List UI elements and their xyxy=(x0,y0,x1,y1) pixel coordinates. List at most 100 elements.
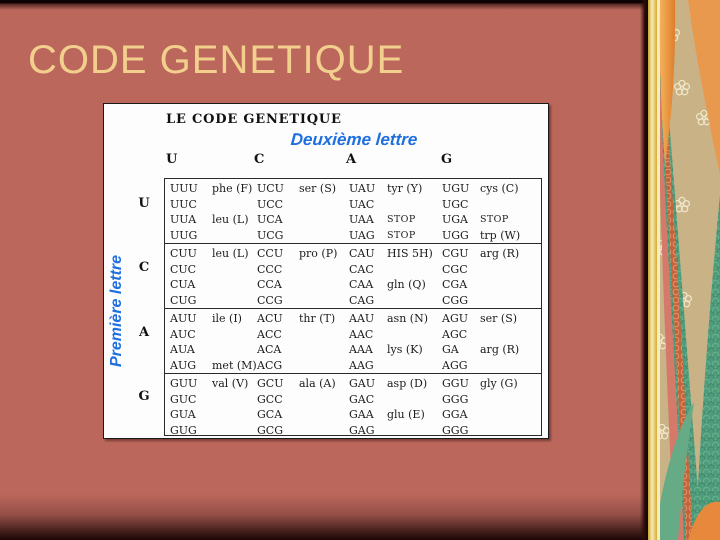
codon: ACA xyxy=(257,343,282,356)
codon-line: UUU phe (F) UCU ser (S) UAU tyr (Y) UGU cys (C) xyxy=(165,181,541,197)
codon: UCC xyxy=(257,197,284,211)
amino-acid-label xyxy=(387,293,442,309)
codon-line: CUG CCG CAG CGG xyxy=(165,293,541,309)
codon: CCA xyxy=(257,278,282,291)
amino-acid-label xyxy=(212,423,257,439)
slide-title: CODE GENETIQUE xyxy=(28,38,405,82)
codon: GGG xyxy=(442,392,469,406)
codon: CGA xyxy=(442,278,468,291)
codon: CUA xyxy=(170,278,196,291)
codon: AAA xyxy=(349,343,373,356)
codon-row-group: UUU phe (F) UCU ser (S) UAU tyr (Y) UGU cys (C)… xyxy=(165,179,541,243)
codon: AAG xyxy=(349,358,374,372)
codon: UAC xyxy=(349,197,375,211)
codon: GUA xyxy=(170,408,196,421)
codon: CCG xyxy=(257,293,283,307)
amino-acid-label xyxy=(212,407,257,423)
codon-line: GUC GCC GAC GGG xyxy=(165,392,541,408)
codon: CGU xyxy=(442,247,469,260)
first-letter-row-label: U xyxy=(138,196,150,211)
codon: AUG xyxy=(170,358,197,372)
amino-acid-label xyxy=(480,327,541,343)
codon-line: UUC UCC UAC UGC xyxy=(165,197,541,213)
amino-acid-label xyxy=(299,293,349,309)
amino-acid-label xyxy=(299,228,349,244)
codon-table-body: UUU phe (F) UCU ser (S) UAU tyr (Y) UGU cys (C)… xyxy=(164,178,542,438)
amino-acid-label xyxy=(212,228,257,244)
codon-line: AUU ile (I) ACU thr (T) AAU asn (N) AGU ser (S) xyxy=(165,311,541,327)
codon: UUC xyxy=(170,197,197,211)
codon: ACG xyxy=(257,358,283,372)
first-letter-label: Première lettre xyxy=(108,254,125,368)
codon: UGG xyxy=(442,228,469,242)
codon-line: CUA CCA CAA gln (Q) CGA xyxy=(165,277,541,293)
first-letter-row-label: G xyxy=(138,389,150,404)
codon: GAC xyxy=(349,392,375,406)
table-heading: LE CODE GENETIQUE xyxy=(166,112,342,127)
amino-acid-label: pro (P) xyxy=(299,247,338,260)
amino-acid-label xyxy=(212,277,257,293)
codon: AGC xyxy=(442,327,468,341)
codon: CCU xyxy=(257,247,284,260)
codon: AUU xyxy=(170,312,197,325)
codon: UUA xyxy=(170,213,197,226)
codon-line: CUU leu (L) CCU pro (P) CAU HIS 5H) CGU arg (R) xyxy=(165,246,541,262)
amino-acid-label: phe (F) xyxy=(212,182,253,195)
amino-acid-label: ile (I) xyxy=(212,312,242,325)
amino-acid-label xyxy=(480,262,541,278)
codon: AGG xyxy=(442,358,468,372)
amino-acid-label: arg (R) xyxy=(480,247,520,260)
genetic-code-table-panel: LE CODE GENETIQUE Deuxième lettre Premiè… xyxy=(103,103,549,439)
codon-line: GUG GCG GAG GGG xyxy=(165,423,541,439)
amino-acid-label xyxy=(299,358,349,374)
amino-acid-label xyxy=(480,293,541,309)
codon: AGU xyxy=(442,312,469,325)
second-letter-column-header: C xyxy=(254,152,265,167)
codon-row-group: GUU val (V) GCU ala (A) GAU asp (D) GGU gly (G)… xyxy=(165,373,541,438)
codon: AAU xyxy=(349,312,375,325)
amino-acid-label: glu (E) xyxy=(387,408,425,421)
amino-acid-label xyxy=(299,197,349,213)
codon: UCA xyxy=(257,213,283,226)
codon: GGA xyxy=(442,408,468,421)
amino-acid-label xyxy=(387,262,442,278)
amino-acid-label xyxy=(480,358,541,374)
codon: GAG xyxy=(349,423,375,437)
amino-acid-label: HIS 5H) xyxy=(387,247,433,260)
amino-acid-label xyxy=(299,423,349,439)
slide-bottom-shadow xyxy=(0,494,648,540)
amino-acid-label: STOP xyxy=(480,214,509,225)
first-letter-row-label: A xyxy=(138,325,150,340)
codon: UAU xyxy=(349,182,376,195)
codon: CUC xyxy=(170,262,197,276)
amino-acid-label: gly (G) xyxy=(480,377,518,390)
codon-line: AUC ACC AAC AGC xyxy=(165,327,541,343)
amino-acid-label: met (M) xyxy=(212,358,257,372)
slide-top-shadow xyxy=(0,0,648,10)
amino-acid-label xyxy=(480,197,541,213)
codon: GCC xyxy=(257,392,283,406)
amino-acid-label xyxy=(212,293,257,309)
amino-acid-label: lys (K) xyxy=(387,343,423,356)
amino-acid-label: ala (A) xyxy=(299,377,336,390)
amino-acid-label xyxy=(299,342,349,358)
second-letter-column-header: U xyxy=(166,152,178,167)
codon: GCG xyxy=(257,423,283,437)
codon-row-group: AUU ile (I) ACU thr (T) AAU asn (N) AGU ser (S)… xyxy=(165,308,541,373)
codon: CAU xyxy=(349,247,375,260)
amino-acid-label xyxy=(387,423,442,439)
amino-acid-label xyxy=(299,212,349,228)
codon-line: AUG met (M) ACG AAG AGG xyxy=(165,358,541,374)
amino-acid-label xyxy=(212,342,257,358)
codon: GUC xyxy=(170,392,197,406)
amino-acid-label: leu (L) xyxy=(212,247,249,260)
codon: CCC xyxy=(257,262,283,276)
codon-line: CUC CCC CAC CGC xyxy=(165,262,541,278)
amino-acid-label: val (V) xyxy=(212,377,249,390)
codon: GUG xyxy=(170,423,197,437)
amino-acid-label xyxy=(299,392,349,408)
codon: GA xyxy=(442,343,459,356)
amino-acid-label: cys (C) xyxy=(480,182,519,195)
codon-line: GUU val (V) GCU ala (A) GAU asp (D) GGU gly (G) xyxy=(165,376,541,392)
